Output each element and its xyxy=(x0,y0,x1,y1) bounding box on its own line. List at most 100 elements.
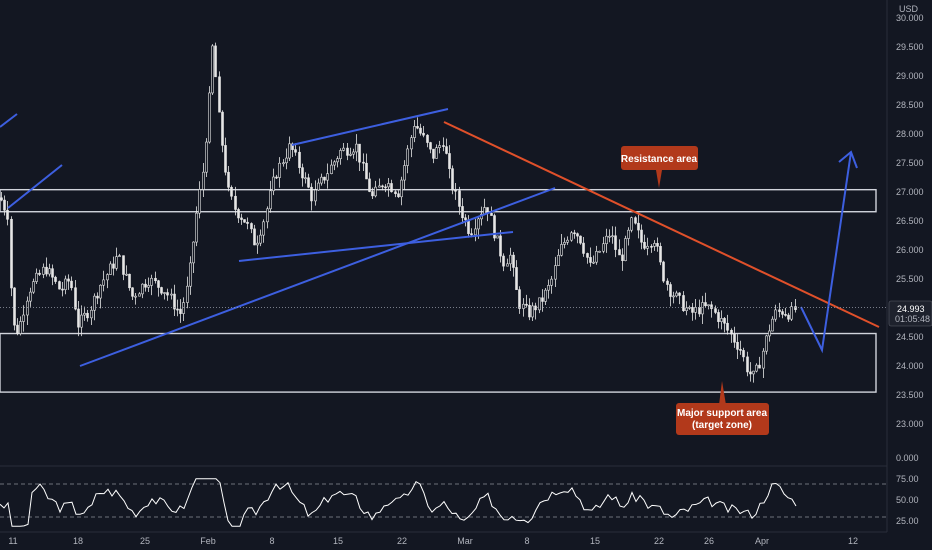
candle xyxy=(778,309,781,312)
candle xyxy=(285,157,288,164)
candle xyxy=(771,318,774,332)
candle xyxy=(195,212,198,243)
candle xyxy=(170,293,173,296)
candle xyxy=(131,287,134,297)
candle xyxy=(74,287,77,310)
candle xyxy=(99,284,102,299)
time-tick-label: 25 xyxy=(140,536,150,546)
candle xyxy=(26,300,29,316)
candle xyxy=(189,262,192,287)
candle xyxy=(682,295,685,312)
candle xyxy=(397,193,400,198)
candle xyxy=(16,324,19,334)
trendline-rising-support[interactable] xyxy=(79,187,556,367)
trendline-channel-bottom[interactable] xyxy=(238,231,514,262)
candle xyxy=(470,233,473,236)
candle xyxy=(570,232,573,241)
candle xyxy=(106,274,109,281)
candle xyxy=(704,302,707,307)
candle xyxy=(301,167,304,179)
candle xyxy=(502,255,505,267)
candle xyxy=(752,370,755,375)
oscillator-tick-label: 0.000 xyxy=(896,453,919,463)
candle xyxy=(240,217,243,220)
candle xyxy=(77,308,80,328)
candle xyxy=(86,312,89,319)
candle xyxy=(134,295,137,298)
resistance-zone[interactable] xyxy=(0,188,877,213)
candle xyxy=(298,151,301,168)
candle xyxy=(762,350,765,369)
candle xyxy=(576,233,579,237)
candle xyxy=(739,349,742,351)
candle xyxy=(464,217,467,221)
candle xyxy=(538,297,541,311)
projection-arrow[interactable] xyxy=(800,150,858,354)
candle xyxy=(390,183,393,193)
time-tick-label: 8 xyxy=(524,536,529,546)
candle xyxy=(387,183,390,188)
candle xyxy=(451,168,454,191)
candle xyxy=(29,291,32,302)
candle xyxy=(589,257,592,263)
candle xyxy=(448,153,451,169)
descending-resistance-line[interactable] xyxy=(443,121,880,328)
candle xyxy=(144,283,147,288)
candle xyxy=(230,186,233,197)
candle xyxy=(442,145,445,147)
candle xyxy=(115,256,118,269)
candle xyxy=(48,268,51,275)
candle xyxy=(662,261,665,282)
candle xyxy=(272,176,275,192)
candle xyxy=(541,297,544,302)
candle xyxy=(550,278,553,286)
time-tick-label: 15 xyxy=(333,536,343,546)
candle xyxy=(118,255,121,257)
candle xyxy=(659,246,662,263)
trendline-left-top[interactable] xyxy=(0,113,18,128)
candle xyxy=(669,284,672,297)
candle xyxy=(582,242,585,254)
price-tick-label: 27.500 xyxy=(896,158,924,168)
candle xyxy=(262,221,265,236)
candle xyxy=(726,322,729,331)
candle xyxy=(768,330,771,337)
candle xyxy=(381,185,384,188)
trendline-left-mid[interactable] xyxy=(7,164,63,209)
candle xyxy=(365,162,368,180)
resistance-callout[interactable]: Resistance area xyxy=(621,146,698,188)
candle xyxy=(54,276,57,282)
candle xyxy=(621,254,624,261)
oscillator-tick-label: 75.00 xyxy=(896,474,919,484)
candle xyxy=(192,241,195,264)
support-callout[interactable]: Major support area (target zone) xyxy=(676,381,769,435)
currency-label: USD xyxy=(899,4,919,14)
candle xyxy=(330,164,333,174)
candle xyxy=(42,266,45,275)
time-tick-label: 22 xyxy=(397,536,407,546)
candle xyxy=(346,147,349,156)
candle xyxy=(352,151,355,155)
candle xyxy=(358,143,361,163)
time-axis[interactable]: 11 18 25 Feb 8 15 22 Mar 8 15 22 26 Apr 12 xyxy=(8,536,858,546)
candle xyxy=(656,243,659,247)
candle xyxy=(394,191,397,195)
trendline-channel-top[interactable] xyxy=(291,108,449,146)
candle xyxy=(90,309,93,319)
candle xyxy=(493,215,496,239)
candle xyxy=(355,143,358,153)
candle xyxy=(627,229,630,239)
current-price-marker[interactable]: 24.993 01:05:48 xyxy=(888,300,932,327)
time-tick-label: 18 xyxy=(73,536,83,546)
oscillator-pane[interactable]: 0.000 25.00 50.00 75.00 xyxy=(0,453,919,527)
candle xyxy=(288,143,291,159)
candle xyxy=(794,306,797,310)
candle xyxy=(221,111,224,146)
candle xyxy=(13,287,16,326)
candle xyxy=(592,261,595,264)
price-axis[interactable]: 23.00023.50024.00024.50025.00025.50026.0… xyxy=(896,13,924,429)
candle xyxy=(96,295,99,299)
support-zone[interactable] xyxy=(0,332,877,393)
candle xyxy=(618,249,621,256)
